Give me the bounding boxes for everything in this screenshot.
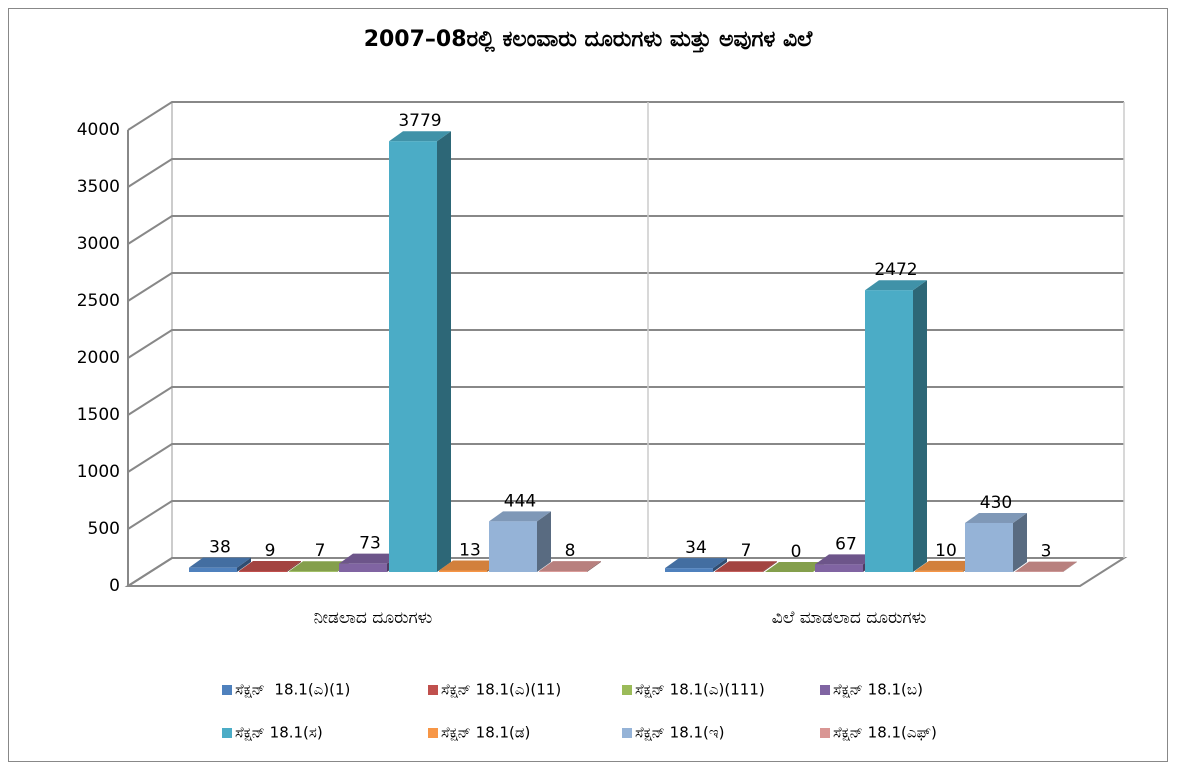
grid-line <box>127 386 1124 416</box>
legend-label: ಸೆಕ್ಷನ್ 18.1(ಎ)(1) <box>235 681 350 699</box>
bar-front <box>865 290 913 572</box>
bar-front <box>715 571 763 572</box>
bar-front <box>389 141 437 572</box>
legend-label: ಸೆಕ್ಷನ್ 18.1(ಎ)(111) <box>635 681 765 699</box>
y-tick-label: 2500 <box>77 291 120 311</box>
data-label: 9 <box>265 541 276 561</box>
data-label: 67 <box>835 534 857 554</box>
bar-front <box>489 521 537 572</box>
bar-side <box>237 557 251 572</box>
y-tick-label: 4000 <box>77 120 120 140</box>
bar-top <box>815 554 877 565</box>
legend-label: ಸೆಕ್ಷನ್ 18.1(ಡ) <box>441 724 530 742</box>
legend-label: ಸೆಕ್ಷನ್ 18.1(ಎಫ್) <box>833 724 937 742</box>
legend-label: ಸೆಕ್ಷನ್ 18.1(ಸ) <box>235 724 323 742</box>
bar-top <box>715 561 777 572</box>
legend-label: ಸೆಕ್ಷನ್ 18.1(ಬ) <box>833 681 923 699</box>
bar-side <box>1063 561 1077 572</box>
legend-swatch <box>820 728 830 738</box>
data-label: 34 <box>685 538 707 558</box>
y-tick-label: 2000 <box>77 348 120 368</box>
bar-top <box>1015 561 1077 572</box>
bar-top <box>865 280 927 291</box>
data-label: 0 <box>791 542 802 562</box>
x-tick-label: ವಿಲೆ ಮಾಡಲಾದ ದೂರುಗಳು <box>772 608 927 628</box>
bar-front <box>239 570 287 572</box>
bar-top <box>665 558 727 569</box>
bar-side <box>437 131 451 572</box>
bar-top <box>915 560 977 571</box>
legend-label: ಸೆಕ್ಷನ್ 18.1(ಎ)(11) <box>441 681 561 699</box>
bar-top <box>189 557 251 568</box>
bar-top <box>389 131 451 142</box>
y-tick-label: 3000 <box>77 234 120 254</box>
y-tick-label: 3500 <box>77 177 120 197</box>
data-label: 3779 <box>398 111 441 131</box>
grid-line <box>127 215 1124 245</box>
grid-line <box>127 158 1124 188</box>
legend-swatch <box>622 728 632 738</box>
data-label: 2472 <box>874 260 917 280</box>
x-tick-label: ನೀಡಲಾದ ದೂರುಗಳು <box>314 608 433 628</box>
bar-front <box>289 571 337 572</box>
grid-line <box>127 443 1124 473</box>
bar-top <box>289 561 351 572</box>
data-label: 430 <box>980 493 1012 513</box>
bar-front <box>189 567 237 572</box>
data-label: 10 <box>935 541 957 561</box>
chart-border <box>8 8 1168 762</box>
bar-side <box>537 511 551 572</box>
y-tick-label: 1000 <box>77 462 120 482</box>
chart-title: 2007–08ರಲ್ಲಿ ಕಲಂವಾರು ದೂರುಗಳು ಮತ್ತು ಅವುಗಳ… <box>364 27 814 54</box>
bar-top <box>765 562 827 572</box>
bar-top <box>339 553 401 564</box>
legend-swatch <box>820 685 830 695</box>
bar-side <box>587 561 601 572</box>
bar-side <box>763 561 777 572</box>
data-label: 7 <box>741 541 752 561</box>
grid-line <box>127 500 1124 530</box>
y-tick-label: 1500 <box>77 405 120 425</box>
bar-top <box>965 512 1027 523</box>
grid-line <box>127 101 1124 131</box>
data-label: 8 <box>565 541 576 561</box>
grid-line <box>127 272 1124 302</box>
data-label: 13 <box>459 541 481 561</box>
bar-side <box>913 280 927 572</box>
grid-line <box>127 557 1124 587</box>
legend-swatch <box>222 728 232 738</box>
bar-top <box>489 511 551 522</box>
bar-front <box>439 570 487 572</box>
bar-front <box>915 570 963 572</box>
data-label: 444 <box>504 491 536 511</box>
data-label: 38 <box>209 538 231 558</box>
bar-top <box>539 561 601 572</box>
bar-top <box>439 560 501 571</box>
bar-front <box>665 568 713 572</box>
bar-front <box>539 571 587 572</box>
y-tick-label: 0 <box>109 576 120 596</box>
bar-side <box>1013 512 1027 572</box>
data-label: 7 <box>315 541 326 561</box>
bar-front <box>965 522 1013 572</box>
legend-swatch <box>428 728 438 738</box>
legend-label: ಸೆಕ್ಷನ್ 18.1(ಇ) <box>635 724 725 742</box>
data-label: 73 <box>359 534 381 554</box>
y-tick-label: 500 <box>88 519 120 539</box>
legend-swatch <box>428 685 438 695</box>
bar-side <box>287 560 301 572</box>
grid-line <box>127 329 1124 359</box>
bar-front <box>339 563 387 572</box>
bar-top <box>239 560 301 571</box>
bar-side <box>713 558 727 572</box>
data-label: 3 <box>1041 542 1052 562</box>
legend-swatch <box>222 685 232 695</box>
bar-front <box>815 564 863 572</box>
legend-swatch <box>622 685 632 695</box>
